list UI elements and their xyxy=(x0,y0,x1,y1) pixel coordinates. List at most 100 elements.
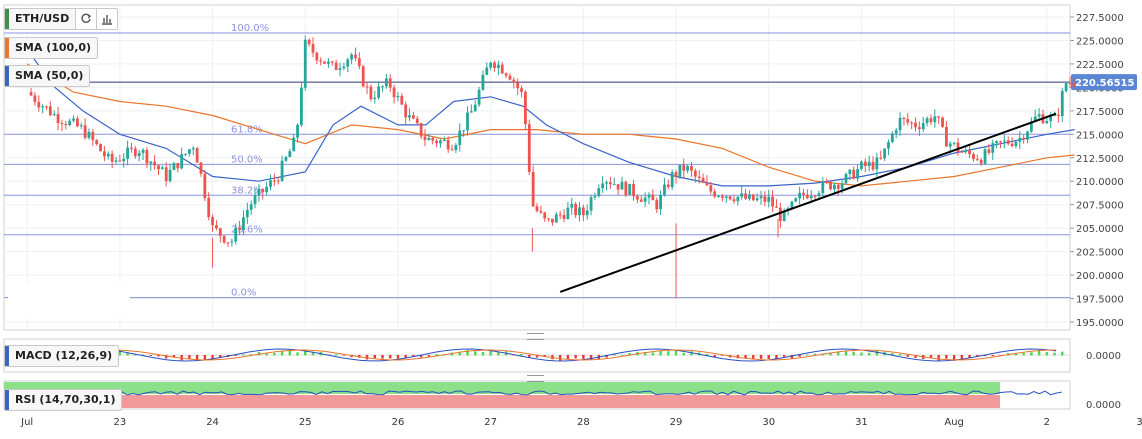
candle-body xyxy=(79,125,83,127)
macd-histogram-bar xyxy=(945,355,948,359)
candle-body xyxy=(299,87,303,125)
candle-body xyxy=(234,227,238,242)
candle-body xyxy=(516,82,520,89)
macd-signal-line xyxy=(27,349,1057,361)
sma50-label: SMA (50,0) xyxy=(15,69,84,82)
current-price-badge xyxy=(1071,74,1137,91)
candle-body xyxy=(655,200,659,210)
candle-body xyxy=(701,177,705,183)
macd-histogram-bar xyxy=(180,355,183,361)
candle-body xyxy=(551,218,554,223)
fib-level-label: 50.0% xyxy=(231,154,263,165)
macd-histogram-bar xyxy=(906,355,909,357)
candle-body xyxy=(203,173,207,199)
macd-histogram-bar xyxy=(165,355,168,359)
candle-body xyxy=(547,218,550,220)
macd-histogram-bar xyxy=(605,355,608,358)
rsi-header[interactable]: RSI (14,70,30,1) xyxy=(4,389,123,411)
candle-body xyxy=(693,170,697,177)
candle-body xyxy=(369,86,373,100)
macd-histogram-bar xyxy=(203,355,207,360)
candle-body xyxy=(856,169,859,179)
macd-histogram-bar xyxy=(867,352,871,356)
macd-histogram-bar xyxy=(682,352,685,356)
macd-histogram-bar xyxy=(118,350,122,356)
candle-body xyxy=(802,192,805,195)
macd-histogram-bar xyxy=(558,355,562,361)
rsi-resize-handle[interactable] xyxy=(527,375,544,382)
candle-body xyxy=(68,120,72,126)
candle-body xyxy=(666,184,670,188)
candle-body xyxy=(230,241,234,243)
candle-body xyxy=(419,123,423,137)
candle-body xyxy=(56,114,60,124)
candle-body xyxy=(226,242,230,244)
candle-body xyxy=(323,61,326,64)
macd-histogram-bar xyxy=(249,354,253,356)
sma50-header[interactable]: SMA (50,0) xyxy=(4,65,91,87)
macd-histogram-bar xyxy=(427,355,431,357)
candle-body xyxy=(879,157,883,159)
candle-body xyxy=(659,195,662,210)
candle-body xyxy=(245,209,249,218)
candle-body xyxy=(724,196,728,198)
macd-histogram-bar xyxy=(219,355,222,359)
macd-histogram-bar xyxy=(651,352,655,356)
candle-body xyxy=(732,199,736,202)
candle-body xyxy=(964,150,968,153)
candle-body xyxy=(972,154,975,160)
refresh-icon[interactable] xyxy=(75,9,97,29)
candle-body xyxy=(983,149,987,164)
candle-body xyxy=(307,39,311,45)
candle-body xyxy=(1037,114,1041,117)
candle-body xyxy=(157,165,160,170)
price-tick-label: 225.0000 xyxy=(1076,36,1124,47)
sma100-label: SMA (100,0) xyxy=(15,41,92,54)
macd-histogram-bar xyxy=(898,353,902,356)
macd-histogram-bar xyxy=(566,355,570,360)
candle-body xyxy=(778,207,782,221)
candle-body xyxy=(280,160,284,181)
macd-swatch xyxy=(5,346,9,366)
x-tick-label: 2 xyxy=(1044,417,1050,428)
macd-histogram-bar xyxy=(350,355,353,358)
candle-body xyxy=(601,183,605,189)
candle-body xyxy=(840,183,844,189)
candle-body xyxy=(261,188,265,193)
candle-body xyxy=(543,212,547,219)
candle-body xyxy=(917,127,921,130)
macd-histogram-bar xyxy=(141,354,145,356)
candle-body xyxy=(75,118,79,127)
candle-body xyxy=(593,195,597,198)
candle-body xyxy=(99,144,102,152)
macd-histogram-bar xyxy=(690,351,693,356)
macd-histogram-bar xyxy=(466,350,469,356)
sma100-header[interactable]: SMA (100,0) xyxy=(4,37,99,59)
macd-resize-handle[interactable] xyxy=(527,333,544,340)
candle-body xyxy=(829,181,832,190)
x-tick-label: 3 xyxy=(1136,417,1142,428)
symbol-header[interactable]: ETH/USD xyxy=(4,8,119,30)
macd-label: MACD (12,26,9) xyxy=(15,349,113,362)
x-tick-label: 29 xyxy=(670,417,683,428)
candle-body xyxy=(180,153,184,169)
x-tick-label: Jul xyxy=(20,417,33,428)
candle-body xyxy=(126,147,129,159)
candle-body xyxy=(848,169,852,174)
candle-body xyxy=(508,75,512,80)
candle-body xyxy=(663,184,666,196)
candle-body xyxy=(871,161,875,170)
candle-body xyxy=(195,148,199,163)
macd-header[interactable]: MACD (12,26,9) xyxy=(4,345,120,367)
candle-body xyxy=(844,173,848,184)
macd-histogram-bar xyxy=(721,355,724,356)
bar-chart-icon[interactable] xyxy=(96,9,118,29)
candle-body xyxy=(925,118,929,124)
candle-body xyxy=(520,88,523,92)
candle-body xyxy=(759,196,763,199)
macd-line xyxy=(27,348,1057,362)
candle-body xyxy=(222,235,226,243)
macd-histogram-bar xyxy=(489,350,492,356)
candle-body xyxy=(875,157,879,170)
